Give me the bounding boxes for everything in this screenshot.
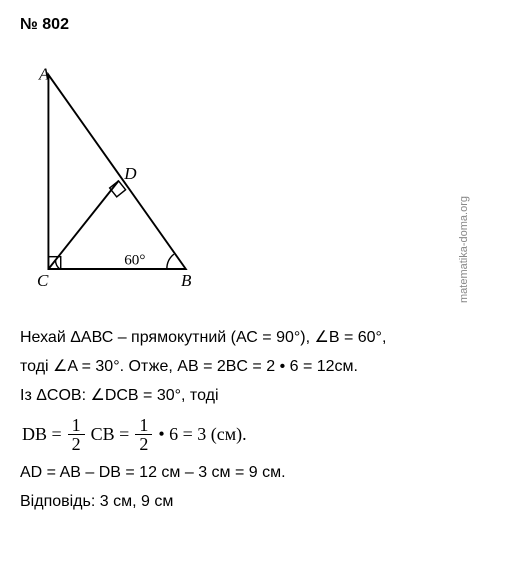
angle-arc-DCB bbox=[56, 260, 60, 269]
formula-mid2: • 6 = 3 (см). bbox=[158, 419, 246, 450]
formula-DB: DB = 1 2 CB = 1 2 • 6 = 3 (см). bbox=[20, 416, 504, 453]
problem-number: № 802 bbox=[20, 16, 504, 34]
label-A: A bbox=[38, 65, 50, 84]
frac2-den: 2 bbox=[135, 435, 152, 453]
solution-line-3: Із ΔCOB: ∠DCB = 30°, тоді bbox=[20, 382, 504, 409]
formula-mid1: CB = bbox=[91, 419, 130, 450]
triangle-diagram: A B C D 60° bbox=[20, 54, 200, 304]
solution-line-2: тоді ∠A = 30°. Отже, AB = 2BC = 2 • 6 = … bbox=[20, 353, 504, 380]
fraction-2: 1 2 bbox=[135, 416, 152, 453]
angle-arc-B bbox=[167, 254, 174, 269]
label-C: C bbox=[37, 271, 49, 290]
formula-lhs: DB = bbox=[22, 419, 62, 450]
angle-60: 60° bbox=[124, 251, 145, 268]
label-B: B bbox=[181, 271, 192, 290]
solution-line-1: Нехай ΔАВС – прямокутний (АС = 90°), ∠В … bbox=[20, 324, 504, 351]
frac1-den: 2 bbox=[68, 435, 85, 453]
triangle-ABC bbox=[48, 75, 185, 269]
label-D: D bbox=[123, 164, 137, 183]
solution-line-5: AD = AB – DB = 12 см – 3 см = 9 см. bbox=[20, 459, 504, 486]
segment-CD bbox=[48, 181, 118, 269]
frac2-num: 1 bbox=[135, 416, 152, 435]
answer-line: Відповідь: 3 см, 9 см bbox=[20, 488, 504, 515]
solution-text: Нехай ΔАВС – прямокутний (АС = 90°), ∠В … bbox=[20, 324, 504, 515]
fraction-1: 1 2 bbox=[68, 416, 85, 453]
frac1-num: 1 bbox=[68, 416, 85, 435]
watermark: matematika-doma.org bbox=[458, 196, 470, 303]
